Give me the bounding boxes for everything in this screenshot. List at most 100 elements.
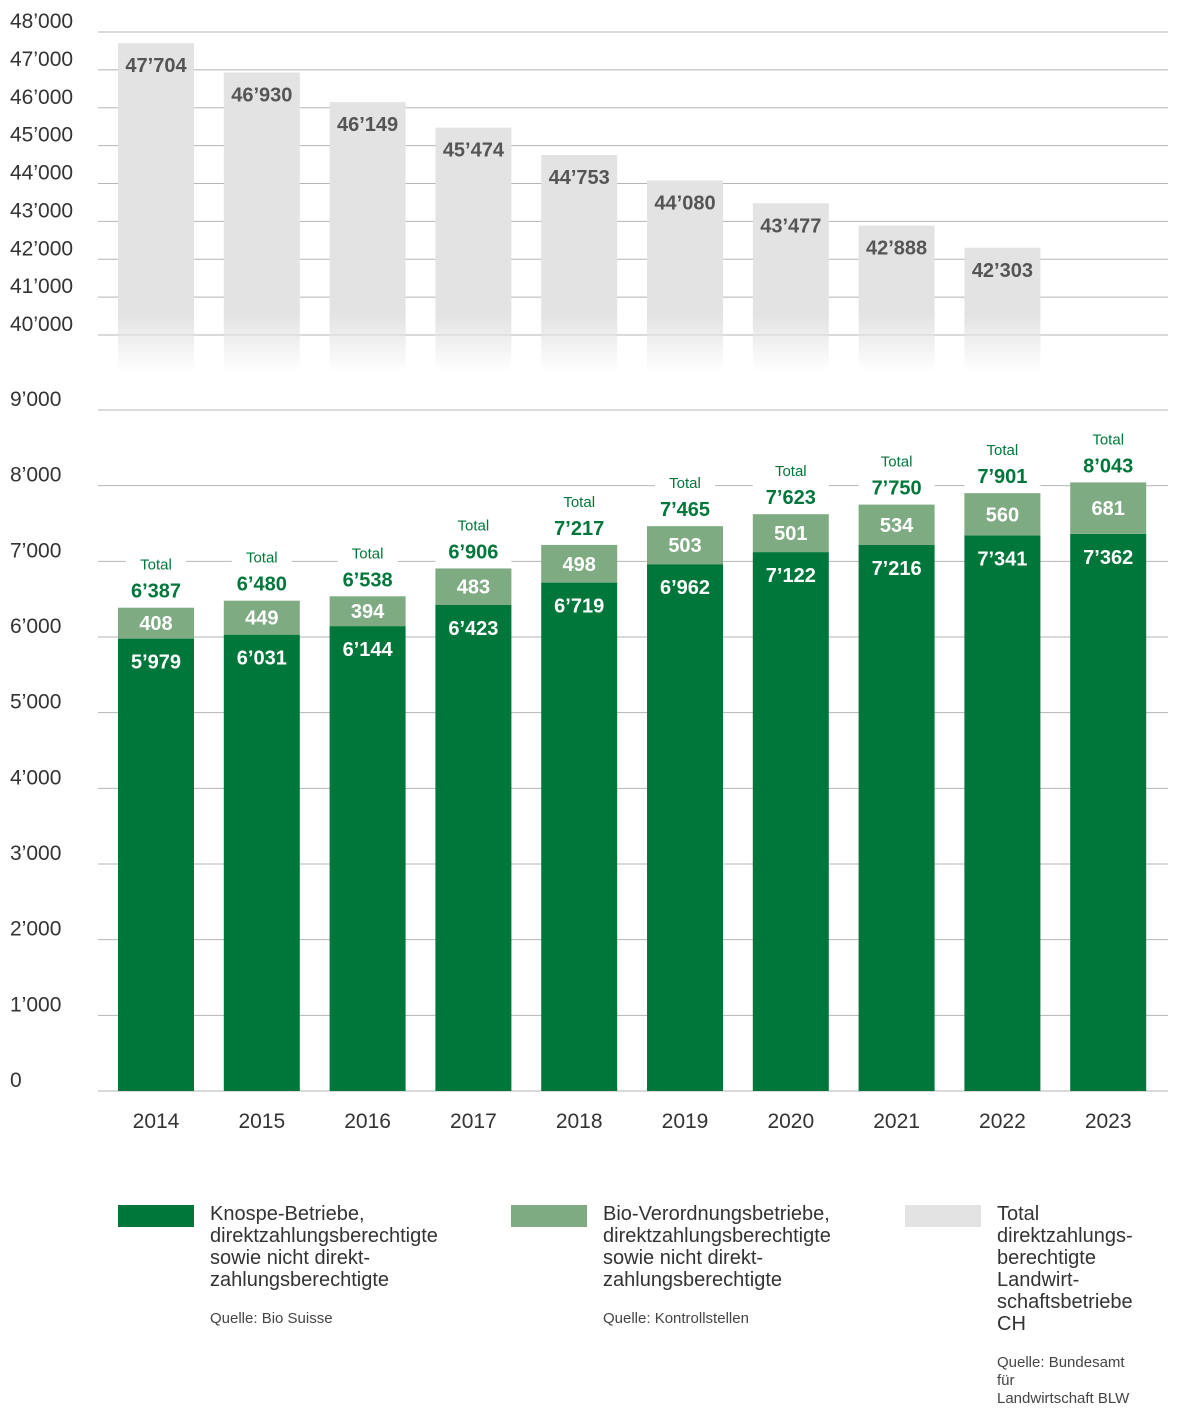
bio-verordnung-bar bbox=[647, 526, 723, 565]
total-value-bg bbox=[118, 577, 194, 602]
x-tick-label: 2015 bbox=[238, 1110, 285, 1133]
total-caption-bg bbox=[972, 441, 1033, 460]
bio-verordnung-bar bbox=[329, 596, 406, 627]
knospe-bar bbox=[647, 564, 723, 1091]
bottom-y-tick-label: 1’000 bbox=[10, 993, 61, 1016]
knospe-bar bbox=[435, 604, 512, 1091]
bottom-y-tick-label: 4’000 bbox=[10, 766, 61, 789]
knospe-value-label: 6’031 bbox=[237, 648, 287, 670]
legend-swatch-knospe bbox=[118, 1205, 194, 1227]
top-y-tick-label: 48’000 bbox=[10, 10, 73, 33]
total-value-bg bbox=[435, 538, 512, 563]
knospe-value-label: 6’962 bbox=[660, 577, 710, 599]
total-value-bg bbox=[647, 496, 723, 521]
total-caption-bg bbox=[655, 474, 715, 493]
top-bar-fade bbox=[118, 315, 194, 372]
top-bar-fade bbox=[435, 315, 512, 372]
bottom-y-tick-label: 3’000 bbox=[10, 842, 61, 865]
bio-verordnung-bar bbox=[435, 568, 512, 605]
top-bar-value-label: 46’930 bbox=[231, 85, 292, 107]
total-caption-bg bbox=[1078, 430, 1139, 449]
total-value-label: 6’538 bbox=[343, 569, 393, 591]
total-value-label: 7’623 bbox=[766, 487, 816, 509]
top-bar-fade bbox=[223, 315, 300, 372]
total-value-label: 6’906 bbox=[448, 541, 498, 563]
total-caption: Total bbox=[563, 494, 595, 511]
top-bar-value-label: 47’704 bbox=[125, 55, 187, 77]
top-y-tick-label: 47’000 bbox=[10, 48, 73, 71]
total-value-bg bbox=[964, 463, 1041, 488]
top-bar-fade bbox=[752, 315, 829, 372]
legend-label-knospe: Knospe-Betriebe, direktzahlungsberechtig… bbox=[210, 1203, 438, 1291]
top-y-tick-label: 46’000 bbox=[10, 86, 73, 109]
legend-label-total-ch: Total direktzahlungs- berechtigte Landwi… bbox=[997, 1203, 1133, 1335]
bottom-y-tick-label: 2’000 bbox=[10, 918, 61, 941]
top-bar-value-label: 46’149 bbox=[337, 114, 398, 136]
top-bar-value-label: 44’080 bbox=[654, 192, 715, 214]
top-bar bbox=[752, 203, 829, 315]
total-value-bg bbox=[329, 566, 406, 591]
bio-verordnung-bar bbox=[1070, 482, 1147, 534]
top-bar-value-label: 42’888 bbox=[866, 238, 927, 260]
top-bar bbox=[435, 127, 512, 316]
bio-verordnung-value-label: 449 bbox=[245, 608, 278, 630]
x-tick-label: 2014 bbox=[133, 1110, 180, 1133]
bio-verordnung-bar bbox=[752, 514, 829, 553]
total-value-label: 6’480 bbox=[237, 574, 287, 596]
total-caption: Total bbox=[987, 442, 1019, 459]
bottom-y-tick-label: 5’000 bbox=[10, 691, 61, 714]
bottom-y-tick-label: 7’000 bbox=[10, 539, 61, 562]
x-tick-label: 2022 bbox=[979, 1110, 1026, 1133]
total-value-label: 7’901 bbox=[977, 466, 1027, 488]
top-bar-value-label: 42’303 bbox=[972, 260, 1033, 282]
legend-swatch-total-ch bbox=[905, 1205, 981, 1227]
total-caption: Total bbox=[1092, 431, 1124, 448]
legend-label-bio-verordnung: Bio-Verordnungsbetriebe, direktzahlungsb… bbox=[603, 1203, 831, 1291]
knospe-bar bbox=[1070, 533, 1147, 1091]
x-tick-label: 2020 bbox=[767, 1110, 814, 1133]
top-y-tick-label: 44’000 bbox=[10, 162, 73, 185]
top-bar bbox=[223, 72, 300, 316]
bio-verordnung-value-label: 394 bbox=[351, 601, 385, 623]
total-caption-bg bbox=[126, 555, 186, 574]
knospe-value-label: 6’144 bbox=[343, 639, 394, 661]
legend-source-bio-verordnung: Quelle: Kontrollstellen bbox=[603, 1310, 749, 1327]
legend-swatch-bio-verordnung bbox=[511, 1205, 587, 1227]
top-bar-fade bbox=[541, 315, 618, 372]
x-tick-label: 2023 bbox=[1085, 1110, 1132, 1133]
total-value-label: 6’387 bbox=[131, 581, 181, 603]
bio-verordnung-value-label: 503 bbox=[668, 535, 701, 557]
total-value-bg bbox=[858, 474, 935, 499]
bio-verordnung-value-label: 498 bbox=[563, 554, 596, 576]
knospe-value-label: 5’979 bbox=[131, 652, 181, 674]
bio-verordnung-value-label: 501 bbox=[774, 523, 807, 545]
top-bar-value-label: 45’474 bbox=[443, 140, 505, 162]
top-y-tick-label: 42’000 bbox=[10, 237, 73, 260]
knospe-bar bbox=[329, 626, 406, 1091]
bio-verordnung-value-label: 408 bbox=[139, 613, 172, 635]
total-value-bg bbox=[223, 570, 300, 595]
top-bar-fade bbox=[647, 315, 723, 372]
total-value-label: 8’043 bbox=[1083, 455, 1133, 477]
total-caption: Total bbox=[669, 475, 701, 492]
bottom-y-tick-label: 6’000 bbox=[10, 615, 61, 638]
legend-source-knospe: Quelle: Bio Suisse bbox=[210, 1310, 333, 1327]
total-caption: Total bbox=[881, 454, 913, 471]
total-caption-bg bbox=[337, 544, 398, 563]
total-value-label: 7’465 bbox=[660, 499, 710, 521]
top-bar bbox=[647, 180, 723, 315]
top-bar-fade bbox=[329, 315, 406, 372]
bio-verordnung-value-label: 534 bbox=[880, 515, 914, 537]
bottom-y-tick-label: 9’000 bbox=[10, 388, 61, 411]
top-y-tick-label: 40’000 bbox=[10, 313, 73, 336]
bio-verordnung-value-label: 483 bbox=[457, 577, 490, 599]
x-tick-label: 2021 bbox=[873, 1110, 920, 1133]
top-bar-value-label: 44’753 bbox=[549, 167, 610, 189]
knospe-bar bbox=[541, 582, 618, 1091]
top-bar-fade bbox=[858, 315, 935, 372]
top-bar bbox=[118, 43, 194, 315]
bio-verordnung-value-label: 560 bbox=[986, 504, 1019, 526]
total-caption: Total bbox=[246, 550, 278, 567]
top-y-tick-label: 45’000 bbox=[10, 124, 73, 147]
top-bar bbox=[541, 154, 618, 315]
